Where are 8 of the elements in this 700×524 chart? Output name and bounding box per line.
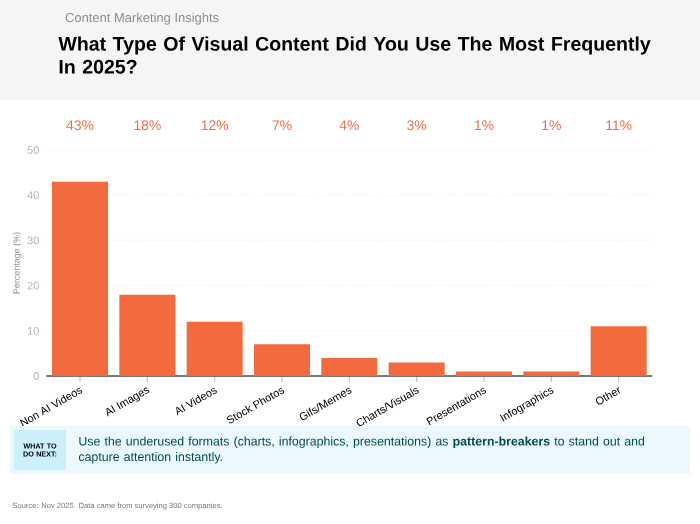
bar <box>388 362 445 376</box>
bar <box>590 326 647 376</box>
bar <box>52 181 108 376</box>
bar <box>321 357 378 376</box>
chart-title: What Type Of Visual Content Did You Use The Most Frequently In 2025? <box>58 36 651 74</box>
bar <box>254 344 310 376</box>
bar <box>186 321 243 376</box>
bar <box>119 294 176 376</box>
